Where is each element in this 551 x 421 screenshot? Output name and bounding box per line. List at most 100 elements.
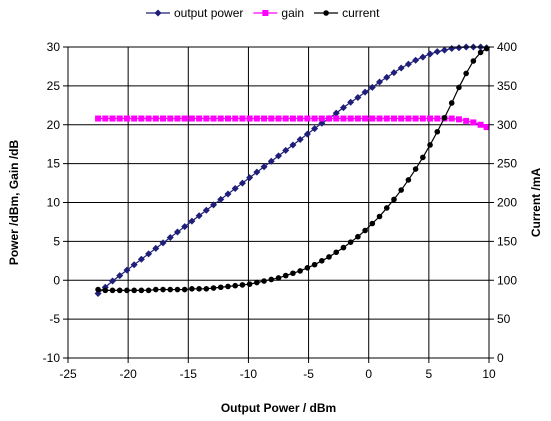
data-point-gain (232, 115, 239, 122)
x-tick-label: 5 (426, 367, 433, 381)
series-line-current (98, 48, 487, 291)
series-output-power (94, 43, 491, 297)
y2-tick-label: 0 (497, 351, 504, 365)
data-point-current (189, 286, 195, 292)
data-point-gain (210, 115, 217, 122)
data-point-current (412, 166, 419, 172)
series-gain (95, 115, 490, 131)
data-point-current (448, 100, 455, 106)
data-point-output-power (166, 233, 174, 241)
data-point-gain (174, 115, 181, 122)
data-point-output-power (282, 146, 290, 154)
data-point-gain (289, 115, 296, 122)
data-point-gain (448, 115, 455, 122)
data-point-current (116, 287, 123, 294)
data-point-current (239, 282, 246, 288)
data-point-current (405, 177, 412, 183)
data-point-current (456, 84, 462, 91)
data-point-output-power (152, 244, 160, 252)
data-point-current (434, 128, 441, 135)
data-point-gain (160, 115, 167, 122)
data-point-output-power (210, 201, 218, 209)
data-point-output-power (246, 174, 254, 182)
data-point-gain (470, 119, 477, 126)
x-tick-label: -10 (240, 367, 258, 381)
data-point-current (347, 239, 354, 245)
data-point-gain (203, 115, 210, 122)
data-point-output-power (137, 255, 145, 263)
y2-tick-label: 300 (497, 118, 517, 132)
data-point-current (477, 49, 484, 56)
x-tick-label: 10 (482, 367, 496, 381)
data-point-current (427, 142, 433, 148)
y-tick-label: 20 (47, 118, 61, 132)
data-point-gain (282, 115, 289, 122)
data-point-current (210, 285, 217, 291)
data-point-gain (239, 115, 246, 122)
data-point-gain (253, 115, 260, 122)
data-point-output-power (339, 104, 347, 112)
data-point-output-power (448, 45, 456, 53)
data-point-gain (217, 115, 224, 122)
data-point-current (463, 70, 469, 77)
data-point-current (181, 286, 188, 293)
y-tick-label: 10 (47, 196, 61, 210)
data-point-gain (188, 115, 195, 122)
data-point-gain (167, 115, 174, 122)
data-point-output-power (354, 94, 362, 102)
data-point-current (153, 286, 159, 293)
data-point-gain (326, 115, 333, 122)
y2-tick-label: 150 (497, 234, 517, 248)
data-point-gain (347, 115, 354, 122)
y-tick-label: 0 (53, 273, 60, 287)
legend-marker-current (323, 10, 329, 16)
data-point-current (333, 249, 340, 256)
x-tick-label: -20 (119, 367, 137, 381)
data-point-output-power (130, 261, 138, 269)
y2-tick-label: 250 (497, 157, 517, 171)
data-point-gain (354, 115, 361, 122)
y2-tick-label: 50 (497, 312, 511, 326)
data-point-current (275, 275, 282, 281)
data-point-current (420, 154, 426, 161)
data-point-current (391, 196, 397, 203)
data-point-current (355, 233, 361, 240)
legend-label-current: current (342, 6, 380, 20)
data-point-output-power (217, 195, 225, 203)
data-point-output-power (303, 130, 311, 138)
data-point-output-power (455, 44, 463, 52)
data-point-output-power (368, 83, 376, 91)
data-point-output-power (260, 163, 268, 171)
data-point-output-power (173, 228, 181, 236)
y-tick-label: -10 (43, 351, 61, 365)
data-point-gain (145, 115, 152, 122)
y2-tick-label: 100 (497, 273, 517, 287)
data-point-gain (412, 115, 419, 122)
series-current (95, 45, 490, 294)
y2-tick-label: 350 (497, 79, 517, 93)
data-point-output-power (376, 78, 384, 86)
data-point-current (109, 287, 116, 294)
data-point-current (441, 114, 448, 121)
data-point-current (145, 287, 152, 294)
y2-tick-label: 200 (497, 196, 517, 210)
data-point-current (203, 286, 210, 292)
data-point-current (232, 282, 238, 289)
data-point-current (362, 227, 368, 234)
y-tick-label: 25 (47, 79, 61, 93)
series-layer (94, 43, 491, 297)
legend: output power gain current (146, 6, 380, 20)
data-point-current (174, 286, 181, 293)
data-point-output-power (123, 266, 131, 274)
data-point-current (225, 283, 231, 290)
data-point-gain (297, 115, 304, 122)
y-tick-label: 30 (47, 40, 61, 54)
data-point-output-power (332, 109, 340, 117)
tick-labels: -25 -20 -15 -10 -5 0 5 10-10-505101520253005010… (43, 40, 518, 381)
data-point-gain (369, 115, 376, 122)
data-point-current (196, 286, 202, 292)
legend-item-output-power: output power (146, 6, 243, 20)
data-point-gain (123, 115, 130, 122)
data-point-output-power (238, 179, 246, 187)
